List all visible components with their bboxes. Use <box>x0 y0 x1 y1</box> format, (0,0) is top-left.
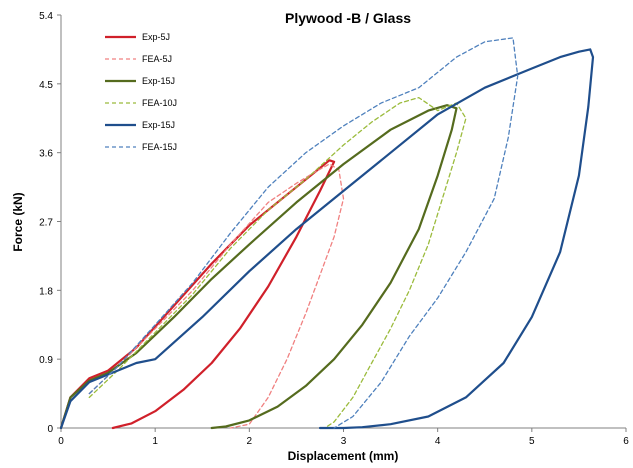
legend-label: Exp-15J <box>142 120 175 130</box>
legend-label: FEA-15J <box>142 142 177 152</box>
y-tick-label: 1.8 <box>39 286 53 297</box>
x-tick-label: 5 <box>529 436 535 447</box>
series-line-4 <box>88 96 467 429</box>
y-tick-label: 0 <box>47 424 53 435</box>
legend-label: Exp-5J <box>142 32 170 42</box>
legend-label: FEA-10J <box>142 98 177 108</box>
series-line-1 <box>59 159 336 430</box>
x-tick-label: 6 <box>623 436 629 447</box>
x-axis-label: Displacement (mm) <box>288 449 399 463</box>
series-line-6 <box>88 37 519 429</box>
legend-label: Exp-15J <box>142 76 175 86</box>
series-line-5 <box>59 48 595 430</box>
x-tick-label: 1 <box>152 436 158 447</box>
ticks: 0 1 2 3 4 5 6 0 0.9 1.8 2.7 3.6 4.5 5.4 <box>39 11 629 447</box>
y-tick-label: 2.7 <box>39 218 53 229</box>
x-tick-label: 3 <box>341 436 347 447</box>
legend-label: FEA-5J <box>142 54 172 64</box>
legend: Exp-5J FEA-5J Exp-15J FEA-10J Exp-15J FEA-15J <box>105 32 177 152</box>
x-tick-label: 0 <box>58 436 64 447</box>
chart-title: Plywood -B / Glass <box>285 10 411 26</box>
series-line-3 <box>59 104 458 430</box>
y-tick-label: 3.6 <box>39 149 53 160</box>
y-tick-label: 4.5 <box>39 80 53 91</box>
series-group <box>59 37 595 430</box>
series-line-2 <box>88 163 345 429</box>
x-tick-label: 2 <box>247 436 253 447</box>
y-tick-label: 0.9 <box>39 355 53 366</box>
y-axis-label: Force (kN) <box>11 192 25 251</box>
x-tick-label: 4 <box>435 436 441 447</box>
y-tick-label: 5.4 <box>39 11 53 22</box>
